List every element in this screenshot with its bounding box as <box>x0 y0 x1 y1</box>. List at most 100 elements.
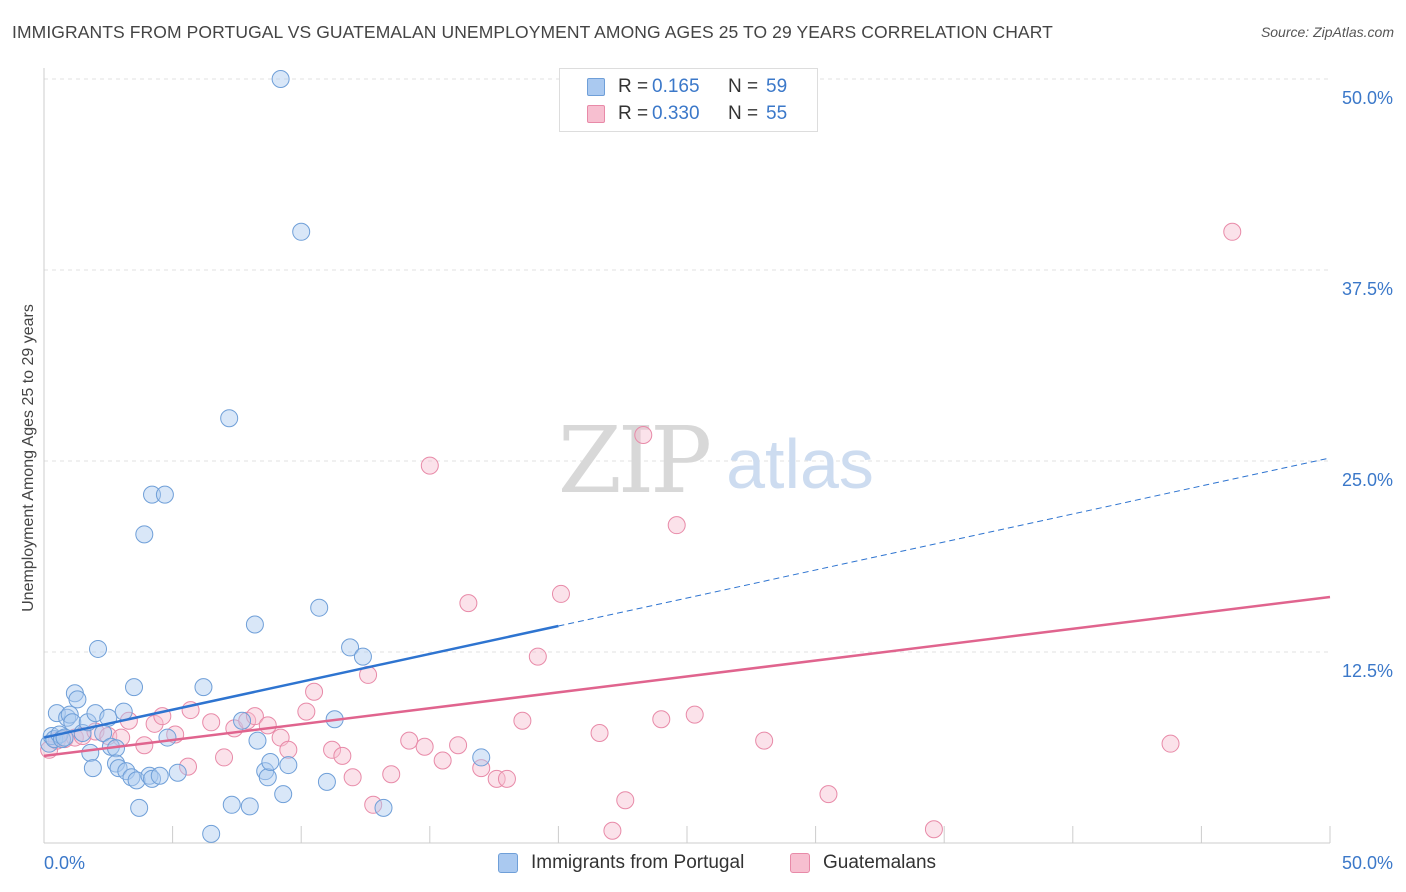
data-point-guatemalans <box>333 746 352 765</box>
data-point-portugal <box>135 525 154 544</box>
data-point-guatemalans <box>382 765 401 784</box>
legend-label-portugal: Immigrants from Portugal <box>531 852 745 873</box>
data-point-guatemalans <box>323 740 342 759</box>
x-tick-label: 0.0% <box>44 853 85 873</box>
legend-swatch-blue <box>587 78 605 96</box>
data-point-guatemalans <box>258 716 277 735</box>
data-point-portugal <box>222 795 241 814</box>
data-point-portugal <box>472 748 491 767</box>
data-point-portugal <box>310 598 329 617</box>
data-point-guatemalans <box>215 748 234 767</box>
data-point-guatemalans <box>472 759 491 778</box>
data-point-guatemalans <box>685 705 704 724</box>
legend-swatch-blue <box>498 853 518 873</box>
data-point-guatemalans <box>433 751 452 770</box>
watermark-atlas: atlas <box>726 425 874 503</box>
data-point-portugal <box>374 798 393 817</box>
data-point-guatemalans <box>528 647 547 666</box>
data-point-guatemalans <box>297 702 316 721</box>
data-point-guatemalans <box>497 769 516 788</box>
data-point-portugal <box>83 759 102 778</box>
data-point-portugal <box>122 768 141 787</box>
data-point-guatemalans <box>551 584 570 603</box>
watermark: ZIP atlas <box>558 407 874 514</box>
data-point-portugal <box>155 485 174 504</box>
data-point-portugal <box>240 797 259 816</box>
y-tick-label: 25.0% <box>1342 470 1393 490</box>
data-point-portugal <box>220 409 239 428</box>
axes <box>43 68 1331 844</box>
data-point-portugal <box>248 731 267 750</box>
data-point-portugal <box>150 766 169 785</box>
data-point-portugal <box>258 768 277 787</box>
legend-n-value: 59 <box>766 76 788 97</box>
data-point-portugal <box>117 762 136 781</box>
data-point-portugal <box>202 824 221 843</box>
legend-n-label: N = <box>728 103 759 124</box>
trendline-portugal <box>43 624 559 739</box>
legend-r-value: 0.165 <box>652 76 700 97</box>
data-point-portugal <box>158 728 177 747</box>
data-point-portugal <box>274 785 293 804</box>
trendline-portugal-extension <box>558 457 1331 627</box>
data-point-guatemalans <box>667 516 686 535</box>
data-point-guatemalans <box>652 710 671 729</box>
legend-item-guatemalans: Guatemalans <box>790 852 936 874</box>
legend-n-value: 55 <box>766 103 788 124</box>
data-point-guatemalans <box>279 740 298 759</box>
data-point-guatemalans <box>513 711 532 730</box>
legend-swatch-pink <box>587 105 605 123</box>
data-point-portugal <box>89 639 108 658</box>
legend-r-label: R = <box>618 103 649 124</box>
data-point-guatemalans <box>603 821 622 840</box>
data-point-guatemalans <box>305 682 324 701</box>
data-point-portugal <box>353 647 372 666</box>
data-point-guatemalans <box>819 785 838 804</box>
data-point-guatemalans <box>755 731 774 750</box>
data-point-guatemalans <box>1223 222 1242 241</box>
data-point-guatemalans <box>1161 734 1180 753</box>
data-point-guatemalans <box>400 731 419 750</box>
data-point-guatemalans <box>449 736 468 755</box>
legend-row-portugal: R = 0.165 N = 59 <box>560 74 787 100</box>
data-point-portugal <box>245 615 264 634</box>
trendline-guatemalans <box>43 595 1331 758</box>
data-point-portugal <box>81 743 100 762</box>
data-point-portugal <box>130 798 149 817</box>
data-point-guatemalans <box>145 714 164 733</box>
data-point-portugal <box>279 756 298 775</box>
y-tick-label: 37.5% <box>1342 279 1393 299</box>
data-point-portugal <box>292 222 311 241</box>
legend-stats: R = 0.165 N = 59 R = 0.330 N = 55 <box>559 68 818 132</box>
data-point-portugal <box>233 711 252 730</box>
y-tick-label: 12.5% <box>1342 661 1393 681</box>
data-point-guatemalans <box>459 594 478 613</box>
data-point-portugal <box>341 638 360 657</box>
tick-labels: 12.5% 25.0% 37.5% 50.0% 0.0% 50.0% <box>44 88 1393 873</box>
legend-item-portugal: Immigrants from Portugal <box>498 852 744 874</box>
data-point-portugal <box>194 678 213 697</box>
legend-label-guatemalans: Guatemalans <box>823 852 937 873</box>
data-point-guatemalans <box>590 723 609 742</box>
data-point-portugal <box>317 772 336 791</box>
legend-n-label: N = <box>728 76 759 97</box>
data-point-guatemalans <box>415 737 434 756</box>
data-point-guatemalans <box>420 456 439 475</box>
data-point-portugal <box>143 485 162 504</box>
grid-lines <box>44 78 1330 653</box>
data-point-guatemalans <box>616 791 635 810</box>
series-guatemalans <box>40 222 1242 840</box>
legend-r-label: R = <box>618 76 649 97</box>
series-immigrants-from-portugal <box>40 70 491 843</box>
chart-title: IMMIGRANTS FROM PORTUGAL VS GUATEMALAN U… <box>12 22 1053 42</box>
data-point-guatemalans <box>634 426 653 445</box>
data-point-guatemalans <box>343 768 362 787</box>
y-tick-label: 50.0% <box>1342 88 1393 108</box>
data-point-guatemalans <box>487 769 506 788</box>
x-tick-label: 50.0% <box>1342 853 1393 873</box>
source-label: Source: ZipAtlas.com <box>1260 24 1394 40</box>
data-point-guatemalans <box>364 795 383 814</box>
data-point-portugal <box>271 70 290 88</box>
data-point-portugal <box>114 702 133 721</box>
